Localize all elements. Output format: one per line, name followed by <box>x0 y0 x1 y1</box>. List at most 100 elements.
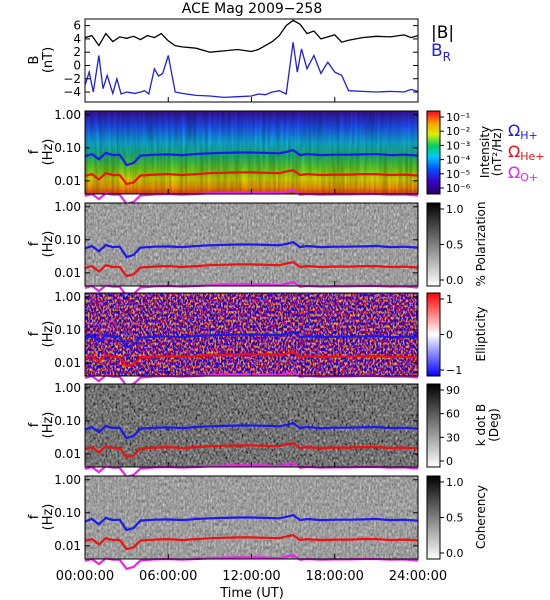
panel2-ylabel-main: f <box>27 149 42 154</box>
colorbar-tick-label: 90 <box>446 384 460 397</box>
legend-omega-o-sub: O+ <box>520 171 538 184</box>
panel1-y-tick-label: 6 <box>73 19 81 33</box>
freq-y-tick-label: 0.10 <box>54 414 81 428</box>
panel3-y-ticks: 1.00 0.10 0.01 <box>54 200 418 280</box>
freq-y-tick-label: 0.10 <box>54 506 81 520</box>
panel-intensity: 1.00 0.10 0.01 f (Hz) 10⁻¹10⁻²10⁻³ 10⁻⁴10⁻⁵… <box>27 108 545 206</box>
colorbar-ellipticity <box>426 292 441 377</box>
panel4-ylabel-main: f <box>27 331 42 336</box>
colorbar-intensity-ticks: 10⁻¹10⁻²10⁻³ 10⁻⁴10⁻⁵10⁻⁶ <box>440 111 471 195</box>
panel1-ylabel-main: B <box>27 56 42 65</box>
panel-ellipticity: 1.00 0.10 0.01 f (Hz) 1 0 −1 Ellipticity <box>27 290 488 388</box>
colorbar-tick-label: 1.0 <box>446 203 464 216</box>
colorbar-polarization-title: % Polarization <box>474 202 488 287</box>
colorbar-coherency <box>426 475 441 560</box>
freq-y-tick-label: 1.00 <box>54 200 81 214</box>
legend-omega-he-sub: He+ <box>520 150 544 163</box>
colorbar-k-dot-b-unit: (Deg) <box>487 408 501 442</box>
x-tick-label: 12:00:00 <box>222 569 280 584</box>
colorbar-intensity-unit: (nT²/Hz) <box>490 128 504 176</box>
colorbar-tick-label: 1 <box>446 293 453 306</box>
panel5-y-ticks: 1.00 0.10 0.01 <box>54 381 418 461</box>
figure-title: ACE Mag 2009−258 <box>182 1 322 17</box>
x-tick-label: 24:00:00 <box>389 569 447 584</box>
x-axis-label: Time (UT) <box>219 586 284 600</box>
legend-b-r: BR <box>431 41 451 64</box>
panel6-ylabel-unit: (Hz) <box>41 504 56 531</box>
series-line-omega-h <box>84 240 419 259</box>
panel-k-dot-b: 1.00 0.10 0.01 f (Hz) 90 60 30 0 k dot B (Deg… <box>27 381 501 479</box>
panel4-y-ticks: 1.00 0.10 0.01 <box>54 290 418 370</box>
freq-y-tick-label: 0.10 <box>54 233 81 247</box>
series-line-b-magnitude <box>85 19 418 53</box>
colorbar-tick-label: 10⁻⁶ <box>446 182 471 195</box>
colorbar-tick-label: 60 <box>446 408 460 421</box>
colorbar-tick-label: 10⁻³ <box>446 139 470 152</box>
colorbar-k-dot-b-title: k dot B <box>474 404 488 446</box>
panel1-ylabel-unit: (nT) <box>41 47 56 73</box>
colorbar-k-dot-b-ticks: 90 60 30 0 <box>440 384 460 468</box>
series-line-omega-he <box>84 442 419 459</box>
freq-y-tick-label: 0.01 <box>54 174 81 188</box>
panel1-y-tick-label: 2 <box>73 45 81 59</box>
panel3-ylabel-main: f <box>27 241 42 246</box>
panel6-y-ticks: 1.00 0.10 0.01 <box>54 473 418 553</box>
colorbar-tick-label: 0 <box>446 329 453 342</box>
colorbar-polarization-ticks: 1.0 0.5 0.0 <box>440 203 464 287</box>
colorbar-intensity <box>426 110 441 195</box>
panel3-ylabel-unit: (Hz) <box>41 231 56 258</box>
legend-b-r-main: B <box>431 41 443 61</box>
legend-b-magnitude: |B| <box>431 23 454 43</box>
series-line-omega-h <box>84 330 419 349</box>
colorbar-tick-label: 10⁻⁴ <box>446 154 471 167</box>
panel1-y-tick-label: 4 <box>73 32 81 46</box>
colorbar-coherency-ticks: 1.0 0.5 0.0 <box>440 476 464 560</box>
freq-y-tick-label: 0.01 <box>54 266 81 280</box>
colorbar-polarization <box>426 202 441 287</box>
series-line-omega-he <box>84 351 419 368</box>
colorbar-tick-label: 0 <box>446 455 453 468</box>
colorbar-tick-label: 1.0 <box>446 476 464 489</box>
colorbar-intensity-title: Intensity <box>478 126 492 178</box>
colorbar-coherency-title: Coherency <box>474 485 488 549</box>
x-tick-label: 18:00:00 <box>306 569 364 584</box>
panel1-y-tick-label: −2 <box>63 72 81 86</box>
colorbar-tick-label: 10⁻¹ <box>446 111 470 124</box>
x-tick-label: 00:00:00 <box>56 569 114 584</box>
panel2-y-ticks: 1.00 0.10 0.01 <box>54 108 418 188</box>
x-axis-ticks: 00:00:00 06:00:00 12:00:00 18:00:00 24:00:00 <box>56 97 447 584</box>
series-line-b-r <box>85 42 418 99</box>
colorbar-tick-label: 10⁻² <box>446 125 470 138</box>
x-tick-label: 06:00:00 <box>139 569 197 584</box>
legend-omega-o-symbol: Ω <box>508 163 520 182</box>
colorbar-tick-label: 0.5 <box>446 239 464 252</box>
legend-omega-h-sub: H+ <box>520 129 538 142</box>
colorbar-tick-label: 0.0 <box>446 274 464 287</box>
series-line-omega-h <box>84 421 419 440</box>
freq-y-tick-label: 0.01 <box>54 539 81 553</box>
panel5-ylabel-unit: (Hz) <box>41 412 56 439</box>
panel2-ylabel-unit: (Hz) <box>41 139 56 166</box>
freq-y-tick-label: 0.10 <box>54 323 81 337</box>
panel1-y-tick-label: −4 <box>63 85 81 99</box>
colorbar-tick-label: 0.5 <box>446 512 464 525</box>
legend-omega-he: ΩHe+ <box>508 142 545 163</box>
colorbar-tick-label: 0.0 <box>446 547 464 560</box>
legend-omega-h: ΩH+ <box>508 121 538 142</box>
legend-omega-o: ΩO+ <box>508 163 538 184</box>
colorbar-tick-label: −1 <box>446 364 462 377</box>
legend-omega-h-symbol: Ω <box>508 121 520 140</box>
colorbar-k-dot-b <box>426 383 441 468</box>
legend-b-r-sub: R <box>443 50 451 64</box>
colorbar-tick-label: 10⁻⁵ <box>446 168 470 181</box>
series-line-omega-he <box>84 534 419 551</box>
freq-y-tick-label: 0.01 <box>54 447 81 461</box>
freq-y-tick-label: 1.00 <box>54 381 81 395</box>
freq-y-tick-label: 0.10 <box>54 141 81 155</box>
freq-y-tick-label: 1.00 <box>54 108 81 122</box>
series-line-omega-h <box>84 513 419 532</box>
colorbar-tick-label: 30 <box>446 431 460 444</box>
